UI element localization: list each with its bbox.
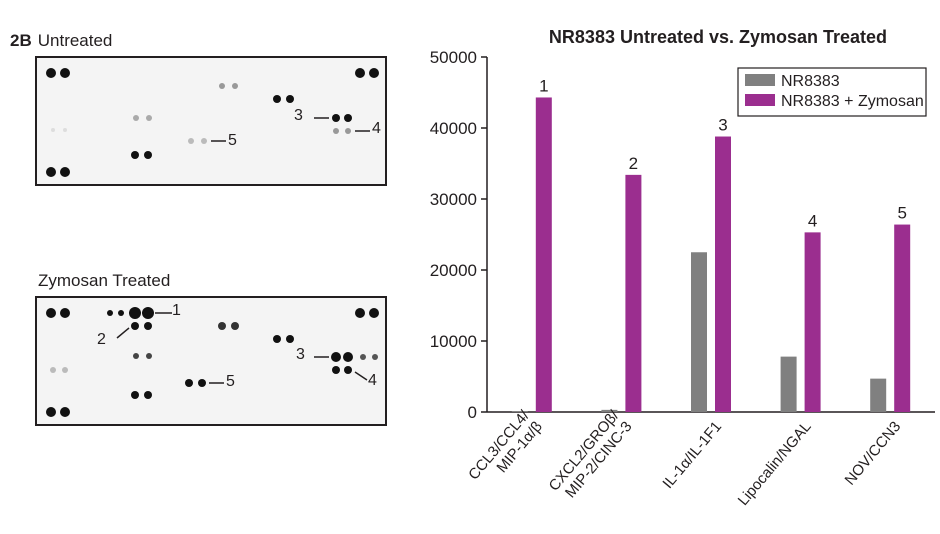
bar-number-label: 2 [629,154,638,173]
untreated-callout-4: 4 [372,120,381,137]
untreated-blot [35,56,387,186]
bar-untreated [691,252,707,412]
treated-callout-4: 4 [368,372,377,389]
treated-label: Zymosan Treated [38,271,171,290]
chart-title: NR8383 Untreated vs. Zymosan Treated [549,27,887,47]
bar-zymosan [535,97,552,412]
x-tick-label: IL-1α/IL-1F1 [659,418,725,492]
y-tick-label: 10000 [430,332,477,351]
bar-untreated [780,356,797,412]
legend-swatch [745,74,775,86]
treated-callout-5: 5 [226,373,235,390]
untreated-blot-dots [46,68,379,177]
bar-untreated [511,411,528,412]
x-labels: CCL3/CCL4/MIP-1α/β CXCL2/GROβ/MIP-2/CINC-… [465,407,904,509]
bar-untreated [870,378,887,412]
bars: 1 2 3 4 5 [511,76,911,412]
treated-blot [35,296,387,426]
x-tick-label: NOV/CCN3 [841,418,904,488]
legend-label: NR8383 [781,73,840,90]
untreated-callout-5: 5 [228,132,237,149]
panel-tag-untreated: 2B Untreated [10,31,112,51]
bar-untreated [601,409,618,412]
bar-zymosan [894,224,911,412]
y-tick-label: 50000 [430,48,477,67]
x-tick-label: Lipocalin/NGAL [735,418,815,509]
x-tick-label-line: IL-1α/IL-1F1 [659,418,725,492]
y-tick-label: 30000 [430,190,477,209]
x-tick-label-line: NOV/CCN3 [841,418,904,488]
untreated-callout-3: 3 [294,107,303,124]
legend-label: NR8383 + Zymosan [781,93,924,110]
x-tick-label: CCL3/CCL4/MIP-1α/β [465,407,546,484]
x-tick-label: CXCL2/GROβ/MIP-2/CINC-3 [546,407,636,502]
bar-number-label: 4 [808,211,817,230]
bar-number-label: 1 [539,76,548,95]
y-tick-label: 40000 [430,119,477,138]
bar-zymosan [715,136,731,412]
untreated-label: Untreated [37,31,113,50]
treated-callout-2: 2 [97,331,106,348]
y-tick-label: 0 [468,403,477,422]
bar-zymosan [625,174,642,412]
legend-swatch [745,94,775,106]
legend: NR8383 NR8383 + Zymosan [737,67,927,117]
treated-blot-dots [46,307,379,417]
y-tick-label: 20000 [430,261,477,280]
y-ticks: 0 10000 20000 30000 40000 50000 [430,48,487,422]
bar-number-label: 3 [718,116,727,135]
treated-callout-1: 1 [172,302,181,319]
bar-number-label: 5 [897,204,906,223]
bar-zymosan [804,232,821,412]
panel-tag: 2B [10,31,32,50]
treated-callout-3: 3 [296,346,305,363]
x-tick-label-line: Lipocalin/NGAL [735,418,815,509]
